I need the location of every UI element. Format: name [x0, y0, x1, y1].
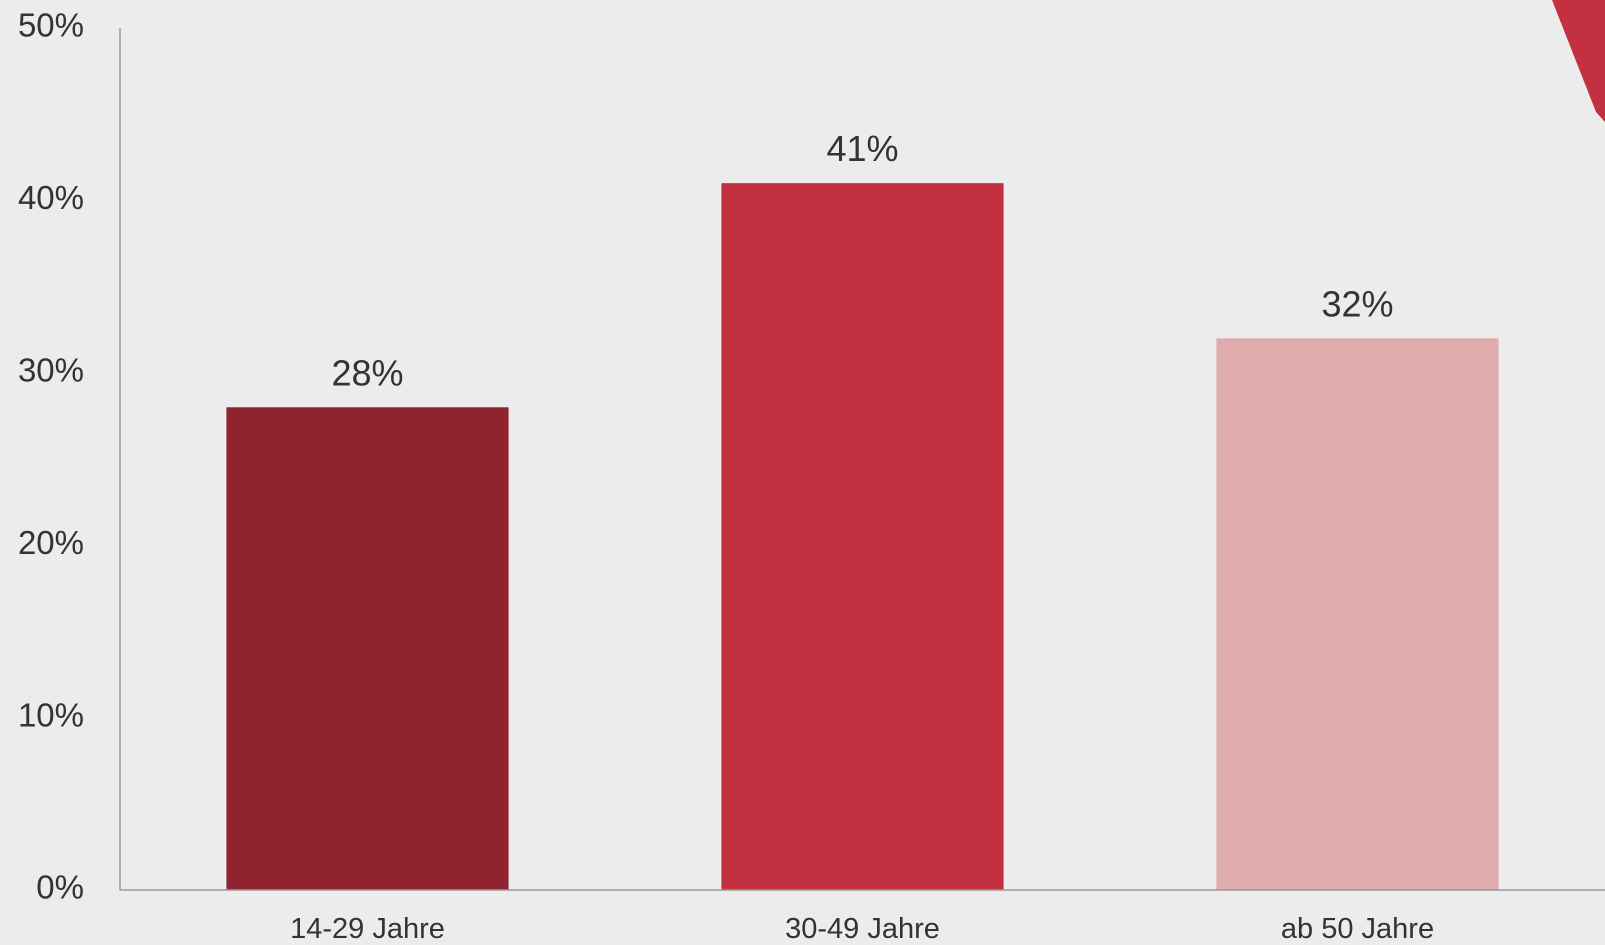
- y-tick-label: 40%: [18, 179, 84, 216]
- corner-decoration-shape: [1552, 0, 1605, 122]
- y-tick-label: 50%: [18, 7, 84, 44]
- bar: [226, 407, 509, 890]
- y-tick-label: 30%: [18, 352, 84, 389]
- bars: [226, 183, 1499, 890]
- bar: [721, 183, 1004, 890]
- x-axis: 14-29 Jahre 30-49 Jahre ab 50 Jahre: [120, 889, 1605, 945]
- data-label: 41%: [826, 128, 898, 169]
- data-labels: 28% 41% 32%: [331, 128, 1393, 393]
- y-tick-label: 10%: [18, 696, 84, 733]
- x-tick-label: 30-49 Jahre: [785, 913, 940, 945]
- bar: [1216, 338, 1499, 890]
- x-tick-label: 14-29 Jahre: [290, 913, 445, 945]
- data-label: 32%: [1321, 283, 1393, 324]
- y-tick-label: 0%: [36, 869, 84, 906]
- x-tick-label: ab 50 Jahre: [1281, 913, 1434, 945]
- y-tick-label: 20%: [18, 524, 84, 561]
- y-axis: 0% 10% 20% 30% 40% 50%: [18, 7, 121, 906]
- data-label: 28%: [331, 352, 403, 393]
